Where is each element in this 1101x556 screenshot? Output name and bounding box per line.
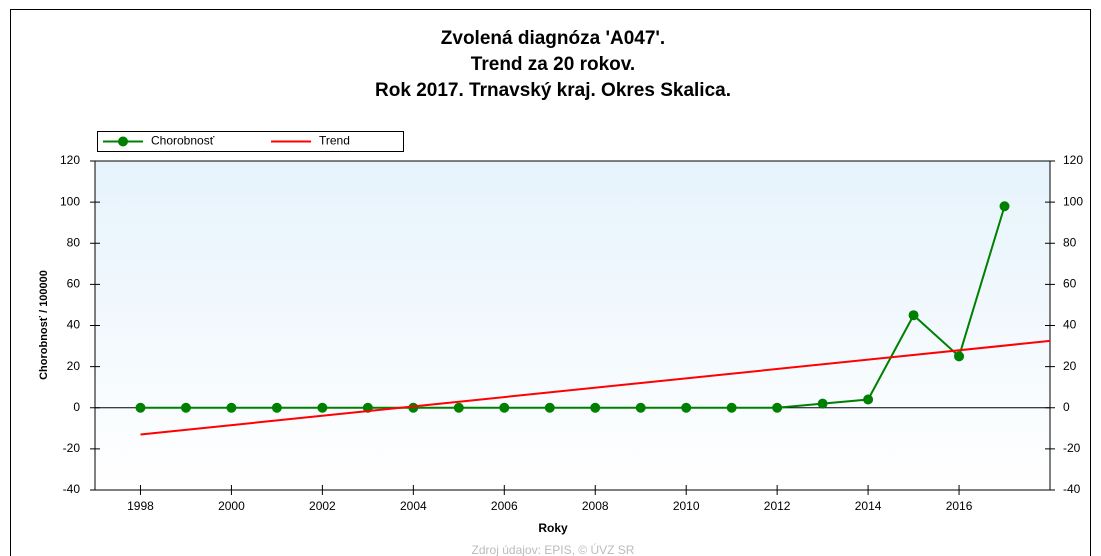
point [226,402,237,413]
y-tick-label: 40 [67,318,81,332]
point [681,402,692,413]
point [317,402,328,413]
chart-title: Trend za 20 rokov. [471,54,635,75]
y2-tick-label: 60 [1063,277,1077,291]
y-tick-label: 0 [73,400,80,414]
point [544,402,555,413]
y-tick-label: 60 [67,277,81,291]
x-tick-label: 2008 [582,499,609,513]
y2-tick-label: 20 [1063,359,1077,373]
legend [97,131,404,152]
chart-title: Zvolená diagnóza 'A047'. [441,28,665,49]
point [271,402,282,413]
legend-marker [118,136,128,147]
series-line [140,339,1051,436]
x-tick-label: 2016 [946,499,973,513]
x-tick-label: 2014 [855,499,882,513]
point [999,201,1010,212]
y2-tick-label: 40 [1063,318,1077,332]
y2-tick-label: -40 [1063,482,1081,496]
legend-label: Trend [319,134,350,148]
y2-tick-label: 120 [1063,153,1083,167]
plot-area [94,160,1051,491]
point [180,402,191,413]
y-tick-label: 20 [67,359,81,373]
x-axis-label: Roky [538,521,568,535]
point [954,351,965,362]
x-tick-label: 2002 [309,499,336,513]
point [817,398,828,409]
x-tick-label: 2012 [764,499,791,513]
frame [10,9,1091,556]
point [453,402,464,413]
y2-tick-label: 100 [1063,194,1083,208]
point [135,402,146,413]
point [863,394,874,405]
point [499,402,510,413]
point [635,402,646,413]
series-line [140,205,1006,409]
point [908,310,919,321]
chart-title: Rok 2017. Trnavský kraj. Okres Skalica. [375,80,731,101]
point [726,402,737,413]
point [772,402,783,413]
y-tick-label: 100 [60,194,80,208]
x-tick-label: 2004 [400,499,427,513]
y2-tick-label: 0 [1063,400,1070,414]
x-tick-label: 2010 [673,499,700,513]
point [590,402,601,413]
y2-tick-label: -20 [1063,441,1081,455]
y-axis-label: Chorobnosť / 100000 [38,270,50,380]
x-tick-label: 1998 [127,499,154,513]
x-tick-label: 2006 [491,499,518,513]
y2-tick-label: 80 [1063,235,1077,249]
y-tick-label: -20 [63,441,81,455]
footer: Zdroj údajov: EPIS, © ÚVZ SR [472,542,635,556]
y-tick-label: 80 [67,235,81,249]
legend-label: Chorobnosť [151,134,215,148]
y-tick-label: -40 [63,482,81,496]
y-tick-label: 120 [60,153,80,167]
x-tick-label: 2000 [218,499,245,513]
